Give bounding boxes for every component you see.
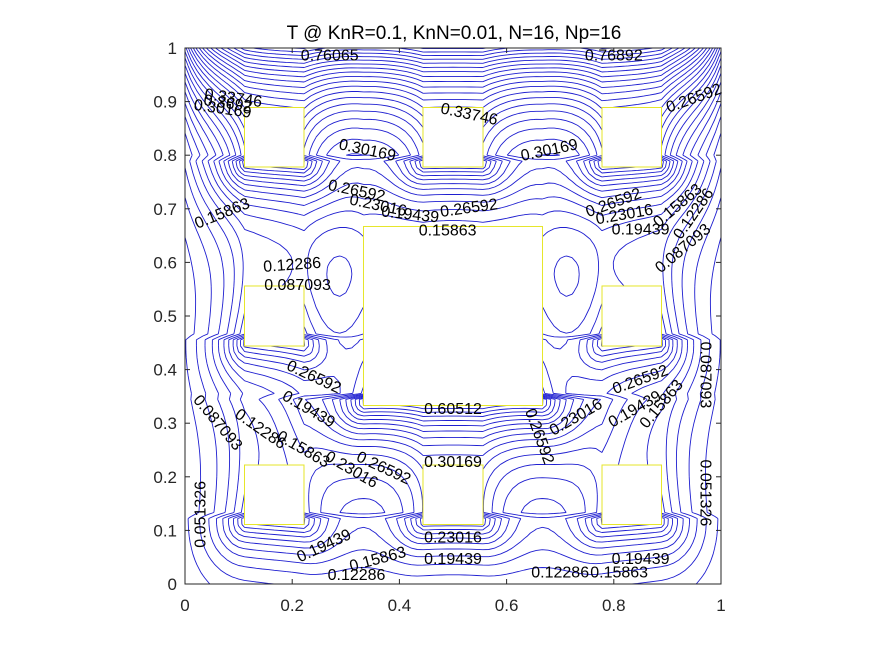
obstacle-small-middle-left (243, 285, 305, 347)
contour-line (210, 48, 696, 78)
obstacle-small-top-left (243, 106, 305, 168)
obstacle-small-bottom-center (422, 464, 484, 526)
y-tick-label: 1 (168, 39, 177, 58)
contour-line (185, 51, 721, 432)
contour-label: 0.19439 (612, 221, 670, 238)
obstacle-small-middle-right (601, 285, 663, 347)
y-tick-label: 0.3 (153, 414, 177, 433)
contour-label: 0.087093 (697, 342, 714, 409)
y-tick-label: 0.9 (153, 93, 177, 112)
contour-label: 0.15863 (590, 564, 648, 581)
contour-label: 0.30169 (424, 454, 482, 471)
x-tick-label: 1 (716, 596, 725, 615)
contour-label: 0.051326 (697, 460, 714, 527)
contour-line (233, 48, 673, 60)
chart-title: T @ KnR=0.1, KnN=0.01, N=16, Np=16 (287, 23, 622, 44)
contour-label: 0.19439 (424, 551, 482, 568)
obstacle-large-center (362, 225, 544, 407)
contour-line (185, 236, 721, 584)
contour-line (187, 48, 719, 422)
contour-line (220, 48, 686, 68)
contour-line (195, 48, 711, 410)
contour-label: 0.60512 (424, 401, 482, 418)
contour-label: 0.15863 (419, 223, 477, 240)
contour-label: 0.12286 (263, 255, 322, 276)
contour-label: 0.3692 (203, 92, 254, 116)
contour-line (185, 132, 721, 566)
contour-label: 0.23016 (424, 530, 482, 547)
y-axis-ticks: 0 0.1 0.2 0.3 0.4 0.5 0.6 0.7 0.8 0.9 1 (153, 39, 721, 594)
contour-line (226, 48, 680, 64)
contour-line (185, 116, 721, 558)
contour-line (206, 48, 700, 83)
contour-line (185, 91, 721, 545)
obstacles (243, 106, 663, 526)
contour-line (215, 48, 691, 73)
y-tick-label: 0.4 (153, 361, 177, 380)
contour-line (192, 48, 714, 413)
contour-line (185, 72, 721, 535)
contour-label: 0.12286 (328, 567, 386, 584)
contour-line (185, 197, 721, 584)
contour-lines (185, 48, 721, 584)
y-tick-label: 0 (168, 575, 177, 594)
contour-line (185, 155, 721, 577)
contour-line (185, 64, 721, 531)
obstacle-small-top-center (422, 106, 484, 168)
contour-line (240, 48, 666, 57)
contour-label: 0.19439 (612, 551, 670, 568)
y-tick-label: 0.1 (153, 521, 177, 540)
contour-line (198, 48, 708, 95)
contour-label: 0.087093 (264, 277, 331, 294)
obstacle-small-top-right (601, 106, 663, 168)
contour-line (185, 102, 721, 551)
obstacle-small-bottom-left (243, 464, 305, 526)
x-tick-label: 0 (180, 596, 189, 615)
contour-line (185, 57, 721, 527)
x-tick-label: 0.2 (280, 596, 304, 615)
contour-label: 0.19439 (380, 203, 439, 226)
contour-line (185, 81, 721, 540)
y-tick-label: 0.2 (153, 468, 177, 487)
contour-label: 0.76065 (301, 47, 359, 64)
x-tick-label: 0.4 (388, 596, 412, 615)
x-tick-label: 0.8 (602, 596, 626, 615)
x-tick-label: 0.6 (495, 596, 519, 615)
obstacle-small-bottom-right (601, 464, 663, 526)
y-tick-label: 0.5 (153, 307, 177, 326)
y-tick-label: 0.8 (153, 146, 177, 165)
contour-label: 0.051326 (192, 481, 209, 548)
y-tick-label: 0.6 (153, 253, 177, 272)
contour-label: 0.76892 (585, 47, 643, 64)
contour-label: 0.12286 (531, 564, 589, 581)
y-tick-label: 0.7 (153, 200, 177, 219)
x-axis-ticks: 0 0.2 0.4 0.6 0.8 1 (180, 48, 726, 615)
